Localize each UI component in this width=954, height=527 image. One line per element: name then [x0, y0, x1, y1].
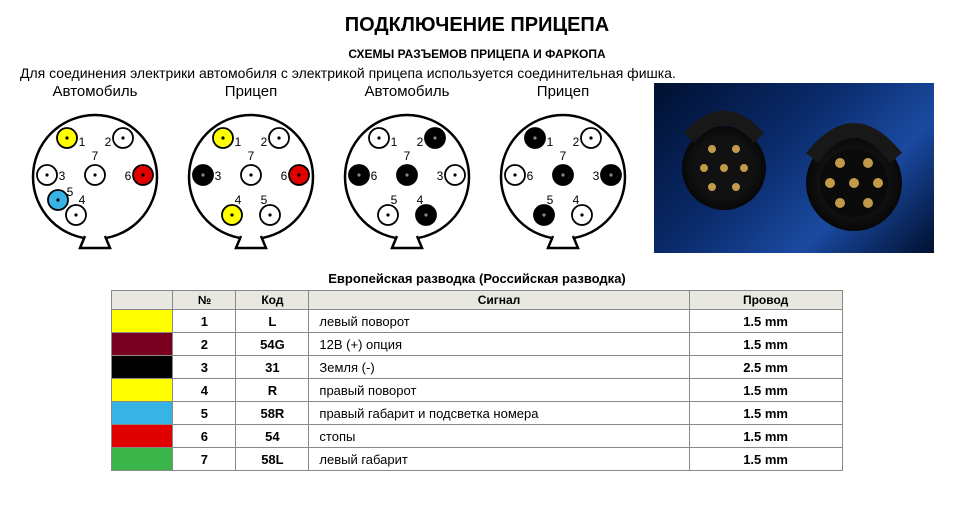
pin-label: 7	[248, 149, 255, 163]
pin-label: 6	[371, 169, 378, 183]
table-row: 1Lлевый поворот1.5 mm	[112, 310, 842, 333]
connector-label: Автомобиль	[20, 83, 170, 100]
cell-code: 54G	[236, 333, 309, 356]
cell-wire: 1.5 mm	[689, 402, 842, 425]
cell-wire: 1.5 mm	[689, 425, 842, 448]
cell-code: 58L	[236, 448, 309, 471]
cell-signal: Земля (-)	[309, 356, 689, 379]
pin-label: 2	[261, 135, 268, 149]
cell-signal: левый поворот	[309, 310, 689, 333]
cell-code: 31	[236, 356, 309, 379]
connector-0: Автомобиль 1 2 345 6 7	[20, 83, 170, 255]
cell-code: R	[236, 379, 309, 402]
pin-label: 7	[560, 149, 567, 163]
pin-label: 1	[547, 135, 554, 149]
pin-label: 7	[92, 149, 99, 163]
pin-label: 5	[67, 185, 74, 199]
table-row: 4Rправый поворот1.5 mm	[112, 379, 842, 402]
color-swatch	[112, 425, 172, 447]
pin-label: 4	[235, 193, 242, 207]
cell-signal: левый габарит	[309, 448, 689, 471]
pin-label: 3	[215, 169, 222, 183]
cell-wire: 1.5 mm	[689, 310, 842, 333]
cell-num: 2	[173, 333, 236, 356]
connector-label: Автомобиль	[332, 83, 482, 100]
pin-label: 3	[593, 169, 600, 183]
table-row: 758Lлевый габарит1.5 mm	[112, 448, 842, 471]
table-row: 654стопы1.5 mm	[112, 425, 842, 448]
intro-text: Для соединения электрики автомобиля с эл…	[20, 65, 934, 81]
color-swatch	[112, 448, 172, 470]
subheader: СХЕМЫ РАЗЪЕМОВ ПРИЦЕПА И ФАРКОПА	[20, 47, 934, 61]
connector-1: Прицеп1234567	[176, 83, 326, 255]
color-swatch	[112, 310, 172, 332]
connector-label: Прицеп	[176, 83, 326, 100]
wiring-table-wrap: Европейская разводка (Российская разводк…	[20, 271, 934, 471]
cell-code: L	[236, 310, 309, 333]
cell-num: 7	[173, 448, 236, 471]
th-code: Код	[236, 291, 309, 310]
pin-label: 2	[573, 135, 580, 149]
pin-label: 3	[59, 169, 66, 183]
diagram-row: Автомобиль1234567Прицеп1234567Автомобиль…	[20, 83, 934, 255]
pin-label: 4	[79, 193, 86, 207]
pin-label: 6	[527, 169, 534, 183]
connector-label: Прицеп	[488, 83, 638, 100]
color-swatch	[112, 402, 172, 424]
cell-signal: правый габарит и подсветка номера	[309, 402, 689, 425]
cell-wire: 1.5 mm	[689, 333, 842, 356]
th-num: №	[173, 291, 236, 310]
table-title: Европейская разводка (Российская разводк…	[20, 271, 934, 286]
pin-label: 6	[281, 169, 288, 183]
pin-label: 3	[437, 169, 444, 183]
connector-2: Автомобиль1234567	[332, 83, 482, 255]
connector-photo	[654, 83, 934, 253]
pin-label: 4	[573, 193, 580, 207]
cell-signal: стопы	[309, 425, 689, 448]
connector-3: Прицеп1234567	[488, 83, 638, 255]
pin-label: 5	[547, 193, 554, 207]
pin-label: 6	[125, 169, 132, 183]
pin-label: 1	[235, 135, 242, 149]
th-wire: Провод	[689, 291, 842, 310]
page-title: ПОДКЛЮЧЕНИЕ ПРИЦЕПА	[20, 14, 934, 37]
pin-label: 5	[261, 193, 268, 207]
cell-code: 58R	[236, 402, 309, 425]
cell-signal: 12В (+) опция	[309, 333, 689, 356]
table-row: 331Земля (-)2.5 mm	[112, 356, 842, 379]
wiring-table: № Код Сигнал Провод 1Lлевый поворот1.5 m…	[111, 290, 842, 471]
color-swatch	[112, 333, 172, 355]
pin-label: 1	[79, 135, 86, 149]
cell-num: 4	[173, 379, 236, 402]
table-row: 558Rправый габарит и подсветка номера1.5…	[112, 402, 842, 425]
pin-label: 2	[417, 135, 424, 149]
pin-label: 2	[105, 135, 112, 149]
cell-wire: 1.5 mm	[689, 448, 842, 471]
cell-wire: 2.5 mm	[689, 356, 842, 379]
pin-label: 4	[417, 193, 424, 207]
cell-num: 3	[173, 356, 236, 379]
cell-num: 5	[173, 402, 236, 425]
th-signal: Сигнал	[309, 291, 689, 310]
cell-signal: правый поворот	[309, 379, 689, 402]
cell-wire: 1.5 mm	[689, 379, 842, 402]
color-swatch	[112, 356, 172, 378]
pin-label: 1	[391, 135, 398, 149]
pin-label: 7	[404, 149, 411, 163]
cell-num: 6	[173, 425, 236, 448]
cell-num: 1	[173, 310, 236, 333]
th-color	[112, 291, 173, 310]
cell-code: 54	[236, 425, 309, 448]
pin-label: 5	[391, 193, 398, 207]
table-row: 254G12В (+) опция1.5 mm	[112, 333, 842, 356]
color-swatch	[112, 379, 172, 401]
